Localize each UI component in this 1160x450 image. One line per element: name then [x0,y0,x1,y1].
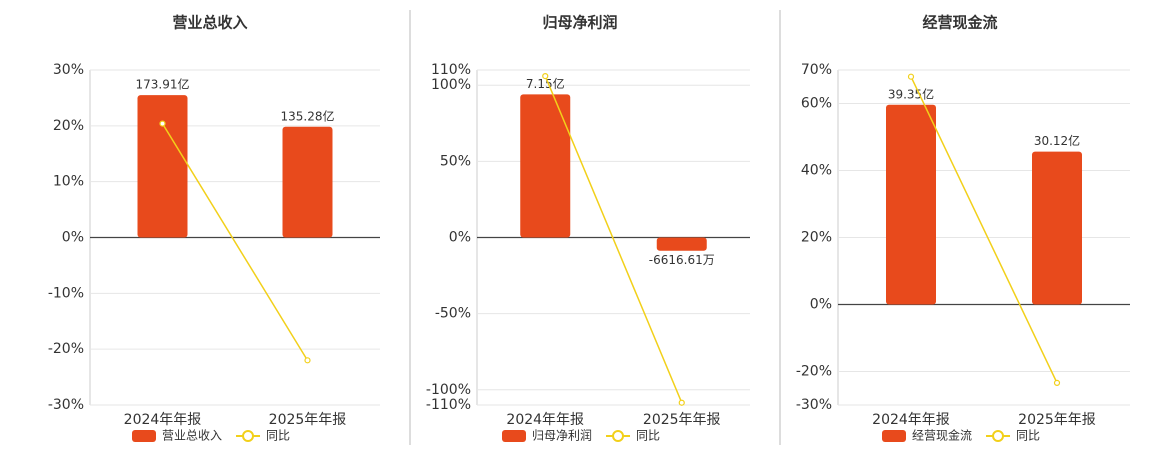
value-label: 30.12亿 [1034,133,1080,148]
line-marker [1053,379,1061,386]
bar [656,237,707,251]
legend-swatch [132,430,156,442]
y-tick-label: 50% [440,153,471,169]
legend-swatch [882,430,906,442]
y-tick-label: -100% [426,382,471,398]
x-tick-label: 2025年年报 [643,412,721,428]
y-tick-label: 40% [801,163,832,179]
value-label: 135.28亿 [281,108,335,123]
legend-label: 同比 [1016,429,1040,443]
y-tick-label: 100% [431,77,471,93]
line [161,123,309,361]
bar [886,104,936,305]
line-marker [304,357,311,364]
line [910,76,1058,384]
legend-swatch [502,430,526,442]
chart-title: 营业总收入 [172,14,247,32]
x-tick-label: 2024年年报 [506,412,584,428]
legend-label: 营业总收入 [162,429,222,443]
y-tick-label: 70% [801,62,832,78]
line-marker [907,73,915,80]
bar [520,94,571,238]
y-tick-label: -110% [426,397,471,413]
bar [1032,151,1082,305]
y-tick-label: 20% [53,118,84,134]
chart-title: 经营现金流 [922,14,997,32]
y-tick-label: 0% [62,230,84,246]
x-tick-label: 2024年年报 [872,412,950,428]
y-tick-label: 20% [801,230,832,246]
line-marker [678,399,685,406]
y-tick-label: -30% [796,397,832,413]
value-label: 7.15亿 [526,76,565,91]
y-tick-label: 0% [449,230,471,246]
legend-label: 同比 [636,429,660,443]
bar [137,95,188,238]
y-tick-label: -10% [48,285,84,301]
legend-marker [242,430,255,442]
y-tick-label: -20% [796,364,832,380]
chart-title: 归母净利润 [542,14,617,32]
value-label: -6616.61万 [649,253,715,267]
legend-marker [992,430,1005,442]
line-marker [159,120,166,127]
legend-label: 同比 [266,429,290,443]
line [544,75,683,404]
line-marker [542,72,549,80]
y-tick-label: 30% [53,62,84,78]
y-tick-label: 10% [53,174,84,190]
x-tick-label: 2025年年报 [269,412,347,428]
y-tick-label: 0% [810,297,832,313]
y-tick-label: 60% [801,96,832,112]
y-tick-label: 110% [431,62,471,78]
bar [282,126,333,238]
value-label: 173.91亿 [136,77,190,92]
y-tick-label: -50% [435,306,471,322]
x-tick-label: 2024年年报 [124,412,202,428]
y-tick-label: -30% [48,397,84,413]
legend-label: 经营现金流 [912,428,972,443]
legend-label: 归母净利润 [532,429,592,443]
value-label: 39.35亿 [888,86,934,101]
x-tick-label: 2025年年报 [1018,412,1096,428]
y-tick-label: -20% [48,341,84,357]
legend-marker [612,430,625,442]
